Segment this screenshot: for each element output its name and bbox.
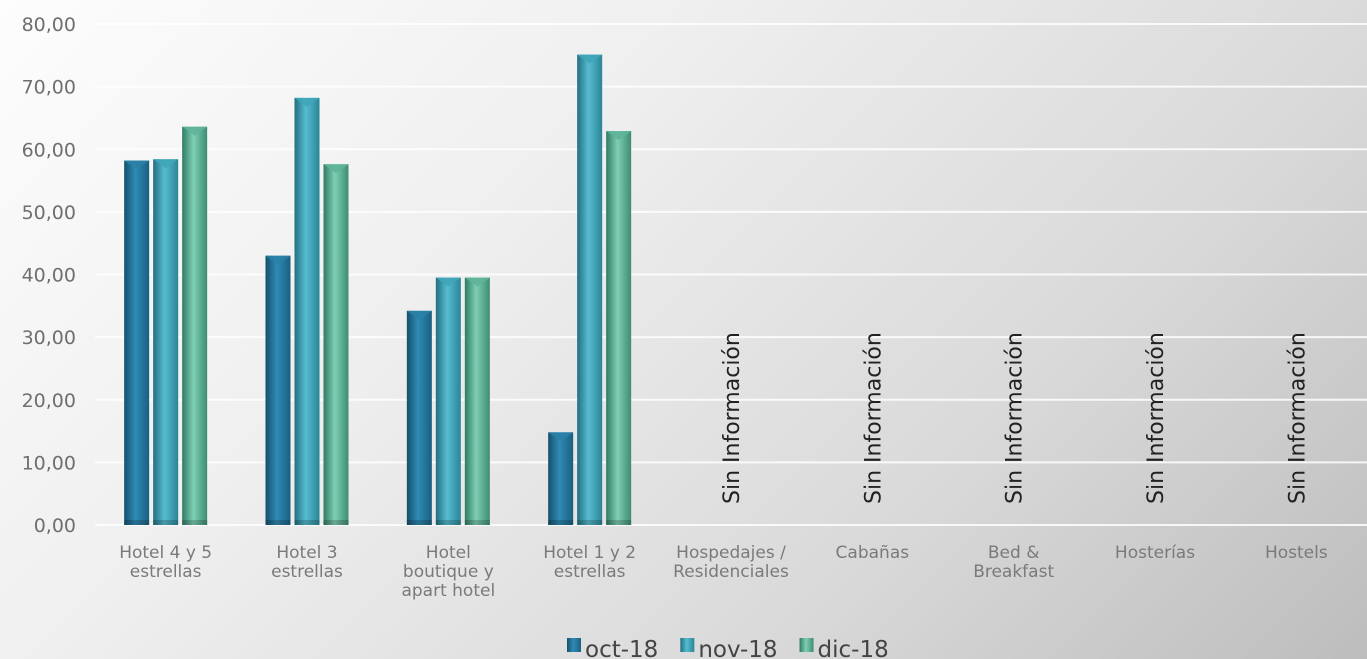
y-tick-label: 0,00 bbox=[34, 515, 76, 537]
bar-oct-18 bbox=[124, 160, 150, 525]
y-tick-label: 70,00 bbox=[22, 77, 76, 99]
bar-nov-18 bbox=[435, 277, 461, 525]
y-tick-label: 80,00 bbox=[22, 14, 76, 36]
x-category-label-line: Residenciales bbox=[673, 562, 789, 582]
no-data-label: Sin Información bbox=[861, 332, 886, 504]
legend-label: dic-18 bbox=[818, 637, 889, 659]
bar-base bbox=[153, 520, 179, 525]
y-tick-label: 40,00 bbox=[22, 265, 76, 287]
y-tick-label: 20,00 bbox=[22, 390, 76, 412]
x-category-label: Hotel boutique y apart hotel bbox=[401, 543, 495, 601]
bar-cap bbox=[464, 277, 490, 287]
bar-cap bbox=[265, 255, 291, 265]
x-category-label-line: estrellas bbox=[554, 562, 626, 582]
bar-base bbox=[606, 520, 632, 525]
x-category-label-line: Bed & bbox=[988, 543, 1040, 563]
bar-oct-18 bbox=[265, 255, 291, 525]
no-data-label: Sin Información bbox=[1003, 332, 1028, 504]
bar-base bbox=[435, 520, 461, 525]
bar-oct-18 bbox=[548, 432, 574, 525]
legend-label: oct-18 bbox=[585, 637, 658, 659]
no-data-label: Sin Información bbox=[1285, 332, 1310, 504]
legend: oct-18 nov-18 dic-18 bbox=[567, 637, 889, 659]
bar-cap bbox=[182, 126, 208, 136]
bar-cap bbox=[153, 159, 179, 169]
x-category-label-line: Cabañas bbox=[836, 543, 910, 563]
x-category-label-line: apart hotel bbox=[401, 581, 495, 601]
legend-swatch-oct-18 bbox=[567, 638, 581, 652]
bar-base bbox=[294, 520, 320, 525]
x-category-label: Hotel 1 y 2 estrellas bbox=[543, 543, 636, 582]
bar-base bbox=[124, 520, 150, 525]
bar-base bbox=[464, 520, 490, 525]
x-category-label: Bed & Breakfast bbox=[973, 543, 1054, 582]
bar-base bbox=[323, 520, 349, 525]
bar-nov-18 bbox=[577, 54, 603, 525]
bar-base bbox=[577, 520, 603, 525]
bar-base bbox=[406, 520, 432, 525]
x-category-label-line: Hotel 1 y 2 bbox=[543, 543, 636, 563]
y-tick-label: 30,00 bbox=[22, 327, 76, 349]
x-category-label: Hostels bbox=[1265, 543, 1328, 563]
no-data-label: Sin Información bbox=[720, 332, 745, 504]
no-data-labels: Sin Información Sin Información Sin Inform… bbox=[720, 332, 1310, 504]
legend-label: nov-18 bbox=[698, 637, 777, 659]
x-category-label: Hotel 4 y 5 estrellas bbox=[119, 543, 212, 582]
bar-oct-18 bbox=[406, 310, 432, 525]
bar-cap bbox=[606, 131, 632, 141]
bar-base bbox=[548, 520, 574, 525]
bar-dic-18 bbox=[182, 126, 208, 525]
x-category-label-line: estrellas bbox=[271, 562, 343, 582]
bar-base bbox=[265, 520, 291, 525]
x-category-label-line: Hospedajes / bbox=[676, 543, 786, 563]
x-category-label-line: Hotel bbox=[426, 543, 471, 563]
bar-dic-18 bbox=[606, 131, 632, 525]
bar-cap bbox=[323, 164, 349, 174]
x-category-label-line: boutique y bbox=[403, 562, 494, 582]
x-category-label: Hotel 3 estrellas bbox=[271, 543, 343, 582]
y-tick-label: 60,00 bbox=[22, 139, 76, 161]
bars bbox=[124, 54, 632, 526]
bar-dic-18 bbox=[464, 277, 490, 525]
y-axis: 0,00 10,00 20,00 30,00 40,00 50,00 60,00 70,00 8… bbox=[22, 14, 76, 537]
bar-cap bbox=[548, 432, 574, 442]
bar-cap bbox=[294, 97, 320, 107]
bar-base bbox=[182, 520, 208, 525]
bar-cap bbox=[124, 160, 150, 170]
y-tick-label: 50,00 bbox=[22, 202, 76, 224]
bar-nov-18 bbox=[294, 97, 320, 526]
no-data-label: Sin Información bbox=[1144, 332, 1169, 504]
bar-cap bbox=[577, 54, 603, 64]
bar-nov-18 bbox=[153, 159, 179, 525]
x-category-label-line: Hostels bbox=[1265, 543, 1328, 563]
x-category-label-line: Hosterías bbox=[1115, 543, 1195, 563]
x-category-label-line: Breakfast bbox=[973, 562, 1054, 582]
x-category-label-line: Hotel 4 y 5 bbox=[119, 543, 212, 563]
x-category-label-line: Hotel 3 bbox=[276, 543, 337, 563]
legend-swatch-nov-18 bbox=[680, 638, 695, 652]
bar-cap bbox=[406, 310, 432, 320]
bar-cap bbox=[435, 277, 461, 287]
bar-dic-18 bbox=[323, 164, 349, 525]
x-category-label: Hosterías bbox=[1115, 543, 1195, 563]
x-category-label-line: estrellas bbox=[130, 562, 202, 582]
x-category-label: Hospedajes / Residenciales bbox=[673, 543, 789, 582]
legend-swatch-dic-18 bbox=[799, 638, 814, 652]
y-tick-label: 10,00 bbox=[22, 452, 76, 474]
x-category-label: Cabañas bbox=[836, 543, 910, 563]
